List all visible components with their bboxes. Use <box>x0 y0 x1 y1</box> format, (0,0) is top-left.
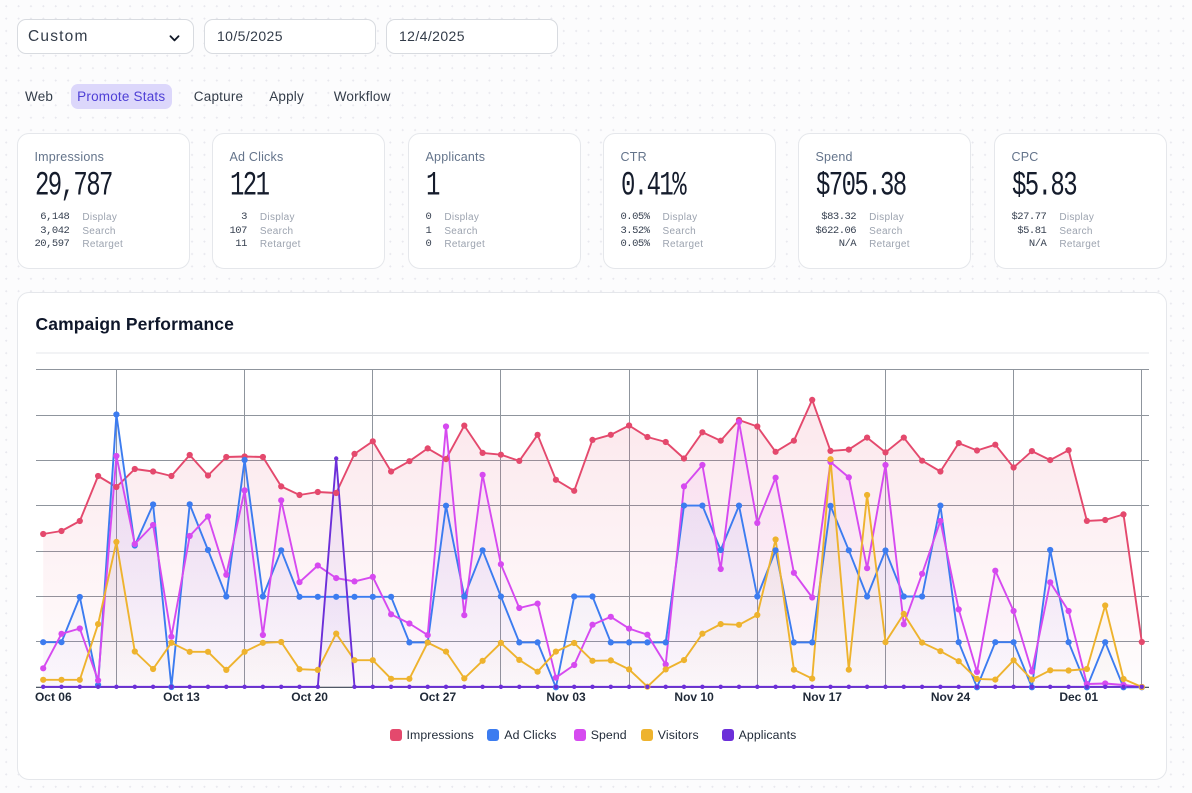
svg-text:Nov 24: Nov 24 <box>931 690 971 704</box>
svg-text:Nov 10: Nov 10 <box>674 690 714 704</box>
svg-text:Dec 01: Dec 01 <box>1059 690 1098 704</box>
svg-text:$705.38: $705.38 <box>816 171 906 201</box>
svg-text:Nov 03: Nov 03 <box>546 690 586 704</box>
svg-text:121: 121 <box>230 171 269 201</box>
svg-text:Oct 06: Oct 06 <box>35 690 72 704</box>
svg-text:Oct 27: Oct 27 <box>419 690 456 704</box>
svg-text:29,787: 29,787 <box>35 171 112 201</box>
svg-text:0.41%: 0.41% <box>621 171 687 201</box>
svg-text:Nov 17: Nov 17 <box>803 690 843 704</box>
svg-text:Oct 13: Oct 13 <box>163 690 200 704</box>
svg-text:1: 1 <box>426 171 440 201</box>
svg-text:Oct 20: Oct 20 <box>291 690 328 704</box>
svg-text:$5.83: $5.83 <box>1012 171 1076 201</box>
